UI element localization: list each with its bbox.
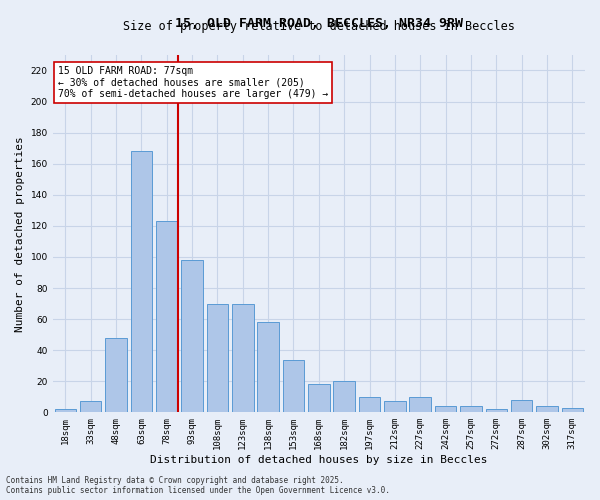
Bar — [181, 260, 203, 412]
Bar — [156, 221, 178, 412]
Bar — [80, 402, 101, 412]
Bar — [334, 382, 355, 412]
Bar — [131, 152, 152, 412]
Title: Size of property relative to detached houses in Beccles: Size of property relative to detached ho… — [123, 20, 515, 33]
Bar — [511, 400, 532, 412]
Bar — [562, 408, 583, 412]
Y-axis label: Number of detached properties: Number of detached properties — [15, 136, 25, 332]
Bar — [308, 384, 329, 412]
Bar — [206, 304, 228, 412]
Bar — [384, 402, 406, 412]
Text: Contains HM Land Registry data © Crown copyright and database right 2025.
Contai: Contains HM Land Registry data © Crown c… — [6, 476, 390, 495]
Bar — [435, 406, 457, 412]
X-axis label: Distribution of detached houses by size in Beccles: Distribution of detached houses by size … — [150, 455, 488, 465]
Bar — [536, 406, 558, 412]
Bar — [232, 304, 254, 412]
Bar — [485, 409, 507, 412]
Text: 15, OLD FARM ROAD, BECCLES, NR34 9RW: 15, OLD FARM ROAD, BECCLES, NR34 9RW — [175, 17, 463, 30]
Text: 15 OLD FARM ROAD: 77sqm
← 30% of detached houses are smaller (205)
70% of semi-d: 15 OLD FARM ROAD: 77sqm ← 30% of detache… — [58, 66, 328, 99]
Bar — [359, 397, 380, 412]
Bar — [257, 322, 279, 412]
Bar — [409, 397, 431, 412]
Bar — [460, 406, 482, 412]
Bar — [55, 409, 76, 412]
Bar — [105, 338, 127, 412]
Bar — [283, 360, 304, 412]
